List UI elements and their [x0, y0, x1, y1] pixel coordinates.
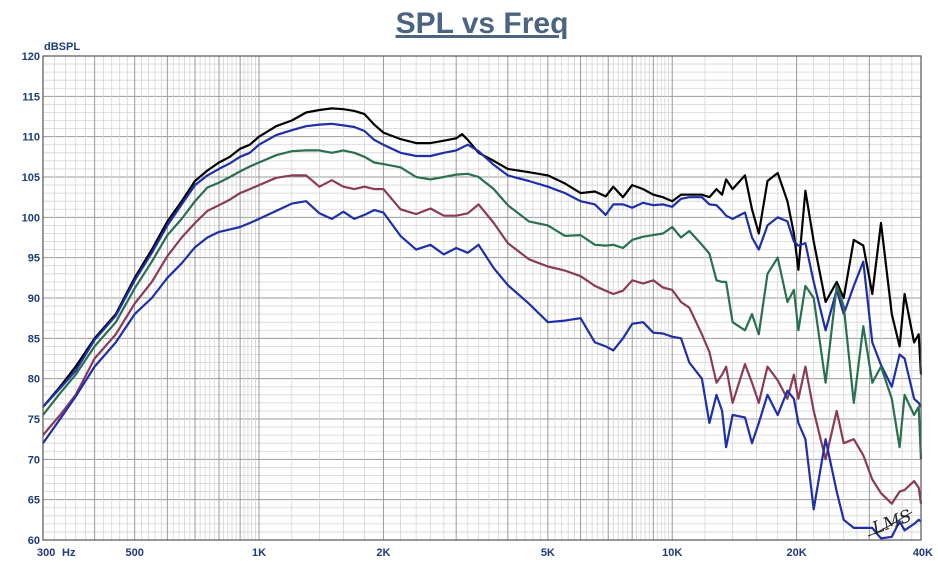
series-layer [42, 107, 923, 540]
x-tick-label: 300 [37, 547, 55, 559]
y-tick-label: 90 [28, 293, 40, 305]
y-tick-label: 110 [22, 132, 40, 144]
x-tick-label: 40K [913, 547, 933, 559]
x-axis-unit: Hz [62, 547, 76, 559]
y-tick-label: 100 [22, 212, 40, 224]
x-tick-label: 2K [376, 547, 390, 559]
y-tick-label: 85 [28, 333, 40, 345]
series-line-5 [42, 200, 922, 540]
y-tick-label: 65 [28, 495, 40, 507]
y-tick-label: 75 [28, 414, 40, 426]
y-tick-labels: 60 65 70 75 80 85 90 95 100 105 110 115 120 [22, 51, 40, 547]
x-tick-label: 500 [125, 547, 143, 559]
y-tick-label: 95 [28, 253, 40, 265]
y-tick-label: 80 [28, 374, 40, 386]
y-tick-label: 115 [22, 91, 40, 103]
grid [43, 56, 921, 540]
y-tick-label: 105 [22, 172, 40, 184]
series-line-4 [42, 174, 923, 505]
series-line-2 [42, 122, 922, 408]
y-tick-label: 120 [22, 51, 40, 63]
y-axis-unit: dBSPL [44, 41, 80, 53]
x-tick-label: 5K [541, 547, 555, 559]
series-line-3 [42, 149, 923, 460]
series-line-1 [42, 107, 923, 408]
x-tick-label: 1K [252, 547, 266, 559]
x-tick-label: 10K [662, 547, 682, 559]
plot-frame [42, 55, 922, 541]
chart-title: SPL vs Freq [396, 7, 569, 40]
x-tick-label: 20K [787, 547, 807, 559]
y-tick-label: 60 [28, 535, 40, 547]
y-tick-label: 70 [28, 454, 40, 466]
x-tick-labels: 300 500 1K 2K 5K 10K 20K 40K [37, 547, 933, 559]
